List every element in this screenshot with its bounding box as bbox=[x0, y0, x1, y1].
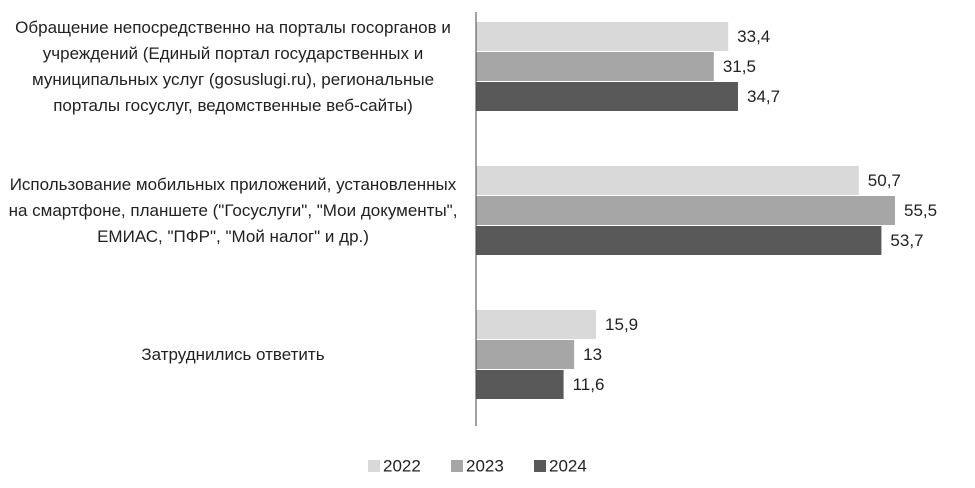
bar bbox=[476, 82, 738, 111]
legend-label: 2023 bbox=[466, 456, 504, 475]
legend-label: 2024 bbox=[549, 456, 587, 475]
value-label: 11,6 bbox=[573, 375, 605, 394]
bar bbox=[476, 370, 564, 399]
value-label: 50,7 bbox=[868, 171, 901, 190]
value-label: 13 bbox=[583, 345, 602, 364]
legend-swatch bbox=[368, 460, 380, 472]
bar bbox=[476, 340, 575, 369]
bar bbox=[476, 310, 597, 339]
category-label: Использование мобильных приложений, уста… bbox=[8, 175, 458, 246]
bar bbox=[476, 226, 882, 255]
value-label: 55,5 bbox=[904, 201, 937, 220]
category-label: Обращение непосредственно на порталы гос… bbox=[15, 18, 451, 115]
bar bbox=[476, 52, 714, 81]
value-label: 34,7 bbox=[747, 87, 780, 106]
value-label: 53,7 bbox=[890, 231, 923, 250]
bar bbox=[476, 22, 729, 51]
value-label: 33,4 bbox=[737, 27, 770, 46]
value-label: 31,5 bbox=[723, 57, 756, 76]
value-label: 15,9 bbox=[605, 315, 638, 334]
bar bbox=[476, 196, 896, 225]
legend-swatch bbox=[534, 460, 546, 472]
bar bbox=[476, 166, 859, 195]
legend-label: 2022 bbox=[383, 456, 421, 475]
legend-swatch bbox=[451, 460, 463, 472]
category-label: Затруднились ответить bbox=[141, 345, 325, 364]
